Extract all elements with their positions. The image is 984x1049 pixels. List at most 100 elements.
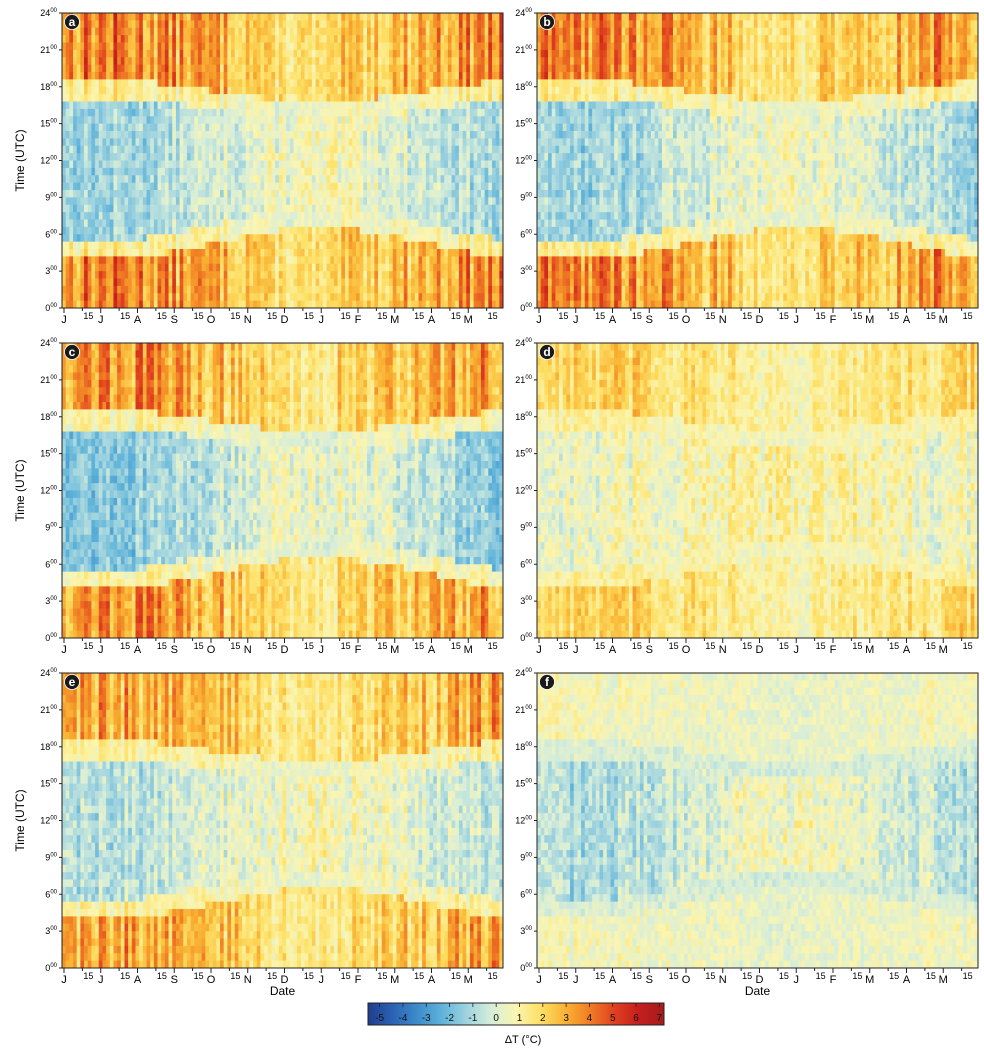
y-axis-label: Time (UTC) — [13, 129, 27, 191]
x-tick-label: 15 — [267, 971, 277, 981]
x-tick-label: O — [207, 974, 216, 986]
heatmap-e — [62, 673, 504, 969]
x-tick-label: 15 — [742, 971, 752, 981]
x-tick-label: 15 — [669, 971, 679, 981]
x-tick-label: O — [682, 644, 691, 656]
x-tick-label: O — [207, 314, 216, 326]
panel-label-e: e — [64, 674, 80, 690]
colorbar-tick-label: 5 — [610, 1013, 616, 1024]
x-tick-label: J — [536, 974, 542, 986]
x-tick-label: J — [573, 644, 579, 656]
x-tick-label: 15 — [83, 641, 93, 651]
x-tick-label: 15 — [341, 971, 351, 981]
x-tick-label: F — [830, 314, 837, 326]
x-tick-label: N — [719, 974, 727, 986]
panel-b: b 000 300 600 900 1200 1500 1800 2100 2400 J 15 J 15 A… — [515, 8, 979, 326]
colorbar-label: ΔT (°C) — [505, 1034, 542, 1046]
y-tick-label: 2100 — [40, 705, 57, 715]
y-tick-label: 900 — [45, 522, 57, 532]
x-tick-label: M — [390, 314, 399, 326]
colorbar-gradient — [367, 1002, 665, 1026]
x-tick-label: M — [865, 974, 874, 986]
x-tick-label: 15 — [230, 311, 240, 321]
x-tick-label: 15 — [377, 641, 387, 651]
y-tick-label: 1800 — [40, 412, 57, 422]
y-tick-label: 300 — [520, 266, 532, 276]
x-tick-label: F — [355, 974, 362, 986]
panel-label-f: f — [539, 674, 555, 690]
x-tick-label: A — [428, 314, 436, 326]
y-tick-label: 1200 — [40, 156, 57, 166]
x-tick-label: 15 — [488, 641, 498, 651]
y-tick-label: 1200 — [515, 486, 532, 496]
heatmap-a — [62, 13, 504, 309]
x-tick-label: 15 — [779, 311, 789, 321]
y-axis-label: Time (UTC) — [13, 789, 27, 851]
x-tick-label: 15 — [83, 311, 93, 321]
x-tick-label: 15 — [230, 971, 240, 981]
x-tick-label: J — [61, 314, 67, 326]
x-tick-label: A — [903, 974, 911, 986]
x-tick-label: A — [428, 644, 436, 656]
y-tick-label: 600 — [520, 559, 532, 569]
colorbar-tick-label: 7 — [657, 1013, 663, 1024]
x-tick-label: A — [609, 974, 617, 986]
x-tick-label: 15 — [414, 311, 424, 321]
x-tick-label: N — [719, 644, 727, 656]
x-tick-label: 15 — [451, 971, 461, 981]
x-tick-label: M — [464, 314, 473, 326]
x-tick-label: 15 — [889, 311, 899, 321]
x-tick-label: 15 — [852, 641, 862, 651]
y-tick-label: 2400 — [515, 668, 532, 678]
x-tick-label: J — [536, 644, 542, 656]
x-tick-label: 15 — [341, 311, 351, 321]
x-tick-label: 15 — [120, 641, 130, 651]
x-tick-label: 15 — [669, 311, 679, 321]
x-tick-label: M — [464, 974, 473, 986]
y-tick-label: 300 — [45, 266, 57, 276]
x-tick-label: A — [609, 314, 617, 326]
y-tick-label: 600 — [45, 889, 57, 899]
x-tick-label: 15 — [558, 641, 568, 651]
x-tick-label: 15 — [632, 641, 642, 651]
y-tick-label: 900 — [520, 192, 532, 202]
x-tick-label: 15 — [267, 641, 277, 651]
y-tick-label: 600 — [520, 229, 532, 239]
y-tick-label: 1200 — [40, 486, 57, 496]
x-tick-label: 15 — [705, 641, 715, 651]
x-axis-label: Date — [270, 984, 296, 998]
x-tick-label: J — [319, 974, 325, 986]
x-tick-label: 15 — [852, 971, 862, 981]
x-tick-label: 15 — [194, 641, 204, 651]
x-tick-label: 15 — [230, 641, 240, 651]
y-tick-label: 600 — [45, 559, 57, 569]
y-axis-label: Time (UTC) — [13, 459, 27, 521]
colorbar-tick-label: 2 — [540, 1013, 546, 1024]
x-tick-label: 15 — [194, 971, 204, 981]
x-tick-label: N — [719, 314, 727, 326]
y-tick-label: 2100 — [515, 705, 532, 715]
y-tick-label: 1800 — [40, 82, 57, 92]
y-tick-label: 900 — [45, 192, 57, 202]
x-tick-label: 15 — [816, 641, 826, 651]
y-tick-label: 2400 — [515, 8, 532, 18]
x-tick-label: 15 — [669, 641, 679, 651]
x-tick-label: M — [464, 644, 473, 656]
x-tick-label: D — [756, 314, 764, 326]
x-tick-label: 15 — [816, 971, 826, 981]
panel-label-c: c — [64, 344, 80, 360]
y-tick-label: 2400 — [40, 338, 57, 348]
y-tick-label: 900 — [520, 852, 532, 862]
x-tick-label: A — [134, 314, 142, 326]
x-tick-label: J — [794, 644, 800, 656]
x-tick-label: A — [134, 974, 142, 986]
colorbar-tick-label: -3 — [422, 1013, 431, 1024]
x-tick-label: J — [319, 644, 325, 656]
x-tick-label: A — [428, 974, 436, 986]
x-tick-label: 15 — [194, 311, 204, 321]
x-tick-label: 15 — [341, 641, 351, 651]
x-tick-label: 15 — [377, 311, 387, 321]
y-tick-label: 2400 — [40, 668, 57, 678]
x-tick-label: M — [865, 314, 874, 326]
y-tick-label: 1800 — [515, 82, 532, 92]
